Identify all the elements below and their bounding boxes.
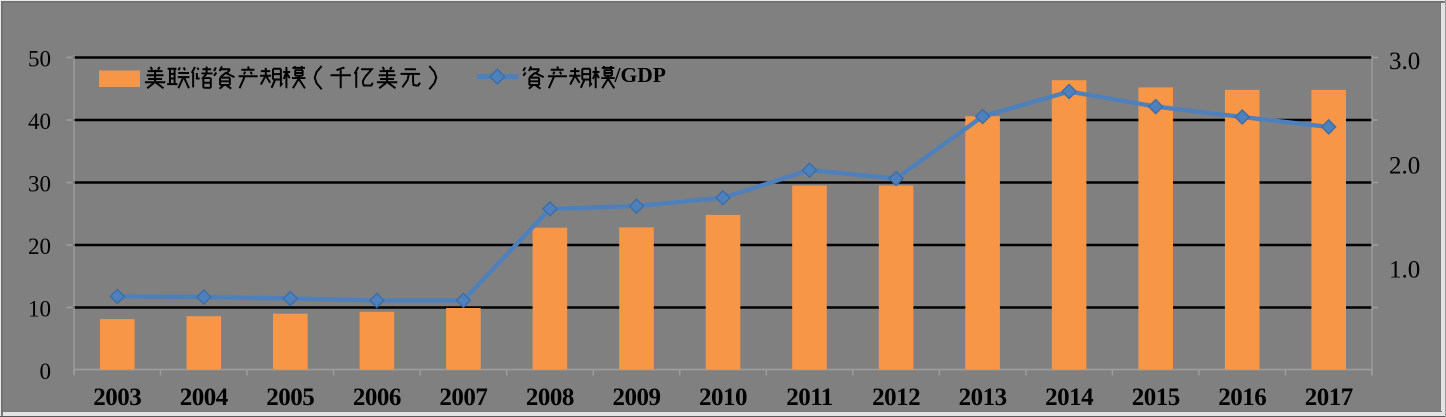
svg-text:3.0: 3.0 <box>1389 48 1420 75</box>
svg-text:2012: 2012 <box>872 384 920 411</box>
svg-text:/GDP: /GDP <box>614 63 666 87</box>
svg-text:2014: 2014 <box>1045 384 1094 411</box>
svg-text:2009: 2009 <box>613 384 661 411</box>
svg-text:2016: 2016 <box>1218 384 1266 411</box>
svg-text:50: 50 <box>28 47 51 72</box>
svg-text:2003: 2003 <box>93 384 141 411</box>
svg-text:2007: 2007 <box>439 384 487 411</box>
svg-text:2011: 2011 <box>786 384 833 411</box>
svg-text:2017: 2017 <box>1305 384 1353 411</box>
svg-text:2013: 2013 <box>959 384 1007 411</box>
svg-text:2004: 2004 <box>180 384 229 411</box>
svg-text:10: 10 <box>28 297 51 322</box>
svg-text:2005: 2005 <box>266 384 314 411</box>
svg-text:20: 20 <box>28 234 51 259</box>
svg-text:40: 40 <box>28 109 51 134</box>
svg-text:30: 30 <box>28 172 51 197</box>
svg-text:2010: 2010 <box>699 384 747 411</box>
svg-text:2008: 2008 <box>526 384 574 411</box>
svg-text:1.0: 1.0 <box>1389 256 1420 283</box>
svg-text:0: 0 <box>40 359 52 384</box>
svg-text:2.0: 2.0 <box>1389 152 1420 179</box>
svg-text:2015: 2015 <box>1132 384 1180 411</box>
svg-text:2006: 2006 <box>353 384 401 411</box>
